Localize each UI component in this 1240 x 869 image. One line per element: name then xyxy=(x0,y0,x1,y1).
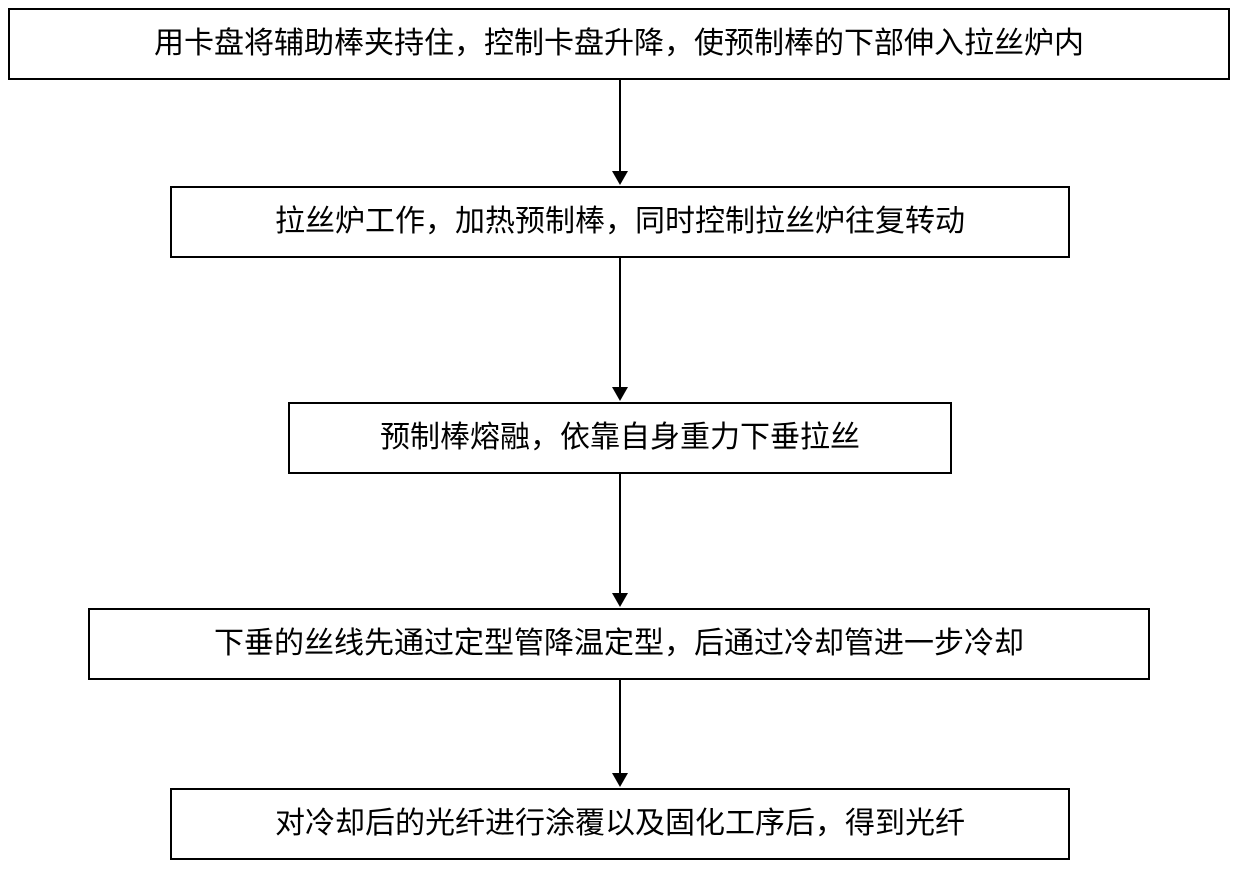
arrow-2 xyxy=(612,258,628,401)
step-text: 拉丝炉工作，加热预制棒，同时控制拉丝炉往复转动 xyxy=(275,204,965,240)
flowchart-step-2: 拉丝炉工作，加热预制棒，同时控制拉丝炉往复转动 xyxy=(170,186,1070,258)
arrow-head-icon xyxy=(612,773,628,787)
arrow-head-icon xyxy=(612,171,628,185)
arrow-head-icon xyxy=(612,387,628,401)
flowchart-step-3: 预制棒熔融，依靠自身重力下垂拉丝 xyxy=(288,402,952,474)
arrow-4 xyxy=(612,680,628,787)
arrow-line xyxy=(619,258,621,388)
arrow-line xyxy=(619,80,621,172)
step-text: 用卡盘将辅助棒夹持住，控制卡盘升降，使预制棒的下部伸入拉丝炉内 xyxy=(154,26,1084,62)
arrow-1 xyxy=(612,80,628,185)
flowchart-step-1: 用卡盘将辅助棒夹持住，控制卡盘升降，使预制棒的下部伸入拉丝炉内 xyxy=(8,8,1230,80)
step-text: 对冷却后的光纤进行涂覆以及固化工序后，得到光纤 xyxy=(275,806,965,842)
flowchart-step-5: 对冷却后的光纤进行涂覆以及固化工序后，得到光纤 xyxy=(170,788,1070,860)
arrow-line xyxy=(619,680,621,774)
flowchart-step-4: 下垂的丝线先通过定型管降温定型，后通过冷却管进一步冷却 xyxy=(88,608,1150,680)
arrow-line xyxy=(619,474,621,594)
step-text: 下垂的丝线先通过定型管降温定型，后通过冷却管进一步冷却 xyxy=(214,626,1024,662)
step-text: 预制棒熔融，依靠自身重力下垂拉丝 xyxy=(380,420,860,456)
arrow-3 xyxy=(612,474,628,607)
flowchart-container: 用卡盘将辅助棒夹持住，控制卡盘升降，使预制棒的下部伸入拉丝炉内 拉丝炉工作，加热… xyxy=(0,0,1240,869)
arrow-head-icon xyxy=(612,593,628,607)
